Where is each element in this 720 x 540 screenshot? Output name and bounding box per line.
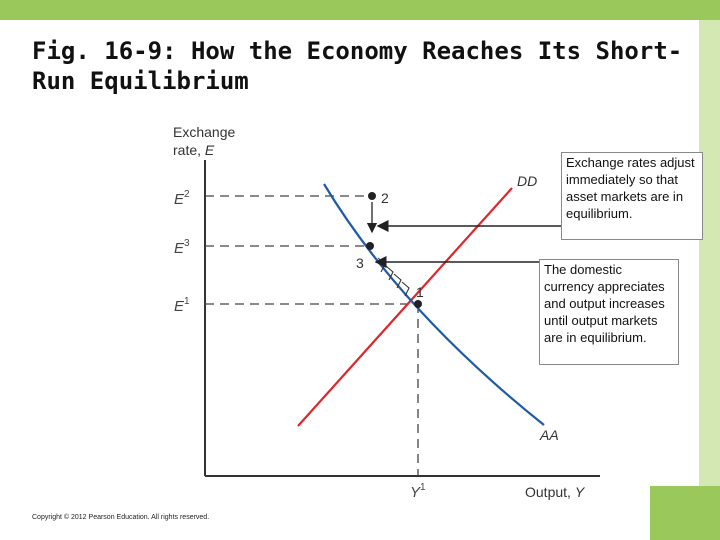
- point-3-dot: [366, 242, 374, 250]
- dd-curve-label: DD: [517, 173, 537, 189]
- adjustment-chevrons: [377, 257, 410, 297]
- callout-asset-markets: Exchange rates adjust immediately so tha…: [561, 152, 703, 240]
- x-axis-label: Output, Y: [525, 484, 586, 500]
- right-accent-stripe: [699, 20, 720, 486]
- adjustment-chevron: [385, 265, 394, 281]
- point-1-label: 1: [416, 284, 424, 300]
- copyright-notice: Copyright © 2012 Pearson Education. All …: [32, 514, 210, 521]
- callout-output-markets: The domestic currency appreciates and ou…: [539, 259, 679, 365]
- tick-label-e1: E1: [174, 296, 190, 315]
- point-2-dot: [368, 192, 376, 200]
- adjustment-chevron: [401, 281, 410, 297]
- point-3-label: 3: [356, 255, 364, 271]
- point-2-label: 2: [381, 190, 389, 206]
- corner-accent-block: [650, 486, 720, 540]
- y-axis-label-line2: rate, E: [173, 142, 215, 158]
- tick-label-y1: Y1: [410, 482, 426, 501]
- point-1-dot: [414, 300, 422, 308]
- y-axis-label-line1: Exchange: [173, 124, 235, 140]
- tick-label-e3: E3: [174, 238, 190, 257]
- tick-label-e2: E2: [174, 189, 190, 208]
- dd-curve: [297, 187, 513, 427]
- adjustment-chevron: [393, 273, 402, 289]
- top-accent-bar: [0, 0, 720, 20]
- slide-title: Fig. 16-9: How the Economy Reaches Its S…: [32, 37, 683, 95]
- aa-curve-label: AA: [539, 427, 559, 443]
